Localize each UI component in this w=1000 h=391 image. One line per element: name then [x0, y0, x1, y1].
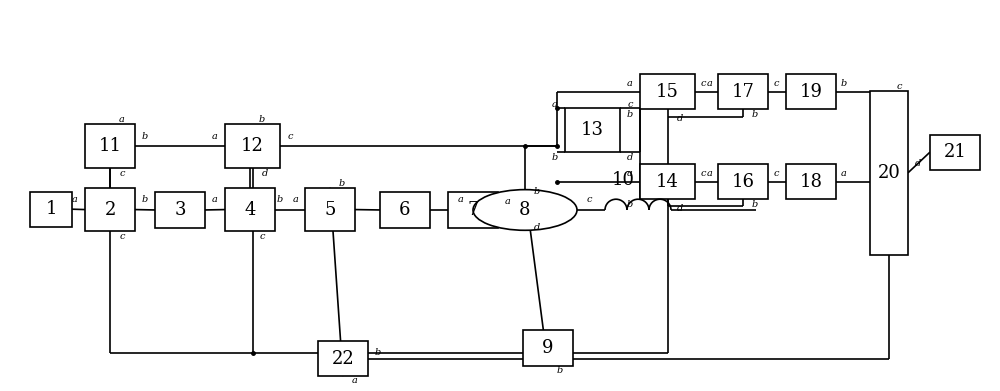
Bar [870, 91, 908, 255]
Text: a: a [841, 169, 847, 178]
Text: 14: 14 [656, 173, 679, 191]
Text: b: b [557, 366, 563, 375]
Bar [930, 135, 980, 170]
Text: 10: 10 [612, 171, 635, 189]
Text: 15: 15 [656, 83, 679, 101]
Text: 9: 9 [542, 339, 554, 357]
Text: 19: 19 [800, 83, 822, 101]
Bar [305, 188, 355, 231]
Text: 8: 8 [519, 201, 531, 219]
Text: b: b [627, 200, 633, 210]
Text: d: d [676, 113, 683, 123]
Text: a: a [212, 195, 218, 204]
Text: a: a [627, 169, 633, 178]
Text: 22: 22 [332, 350, 354, 368]
Bar [640, 74, 695, 109]
Bar [448, 192, 498, 228]
Text: b: b [277, 194, 283, 204]
Text: d: d [915, 159, 921, 168]
Text: a: a [505, 197, 511, 206]
Text: a: a [627, 79, 633, 88]
Text: c: c [287, 132, 293, 142]
Text: 7: 7 [467, 201, 479, 219]
Bar [523, 330, 573, 366]
Bar [718, 74, 768, 109]
Text: b: b [142, 194, 148, 204]
Bar [85, 188, 135, 231]
Text: a: a [72, 194, 78, 204]
Circle shape [473, 190, 577, 230]
Text: c: c [627, 99, 633, 109]
Text: a: a [552, 99, 558, 109]
Text: 6: 6 [399, 201, 411, 219]
Text: a: a [707, 79, 713, 88]
Bar [380, 192, 430, 228]
Text: c: c [119, 231, 125, 241]
Text: 3: 3 [174, 201, 186, 219]
Text: c: c [773, 79, 779, 88]
Text: a: a [212, 132, 218, 142]
Text: d: d [676, 203, 683, 213]
Text: 4: 4 [244, 201, 256, 219]
Bar [786, 74, 836, 109]
Text: 1: 1 [45, 200, 57, 218]
Bar [640, 164, 695, 199]
Bar [30, 192, 72, 227]
Text: b: b [552, 152, 558, 162]
Text: b: b [841, 79, 847, 88]
Text: b: b [259, 115, 265, 124]
Bar [718, 164, 768, 199]
Text: d: d [627, 152, 633, 162]
Text: c: c [700, 79, 706, 88]
Bar [225, 124, 280, 168]
Bar [318, 341, 368, 376]
Text: 16: 16 [732, 173, 755, 191]
Text: 12: 12 [241, 137, 264, 155]
Text: 5: 5 [324, 201, 336, 219]
Text: c: c [773, 169, 779, 178]
Text: 13: 13 [581, 121, 604, 139]
Bar [85, 124, 135, 168]
Text: c: c [586, 194, 592, 204]
Text: b: b [375, 348, 381, 357]
Text: b: b [339, 179, 345, 188]
Text: 2: 2 [104, 201, 116, 219]
Bar [225, 188, 275, 231]
Text: 18: 18 [800, 173, 822, 191]
Text: c: c [259, 231, 265, 241]
Text: b: b [752, 110, 758, 120]
Text: c: c [119, 169, 125, 178]
Text: a: a [458, 194, 464, 204]
Text: b: b [627, 110, 633, 120]
Bar [565, 108, 620, 152]
Text: a: a [707, 169, 713, 178]
Text: a: a [119, 115, 125, 124]
Text: a: a [293, 194, 299, 204]
Text: c: c [700, 169, 706, 178]
Text: a: a [352, 376, 358, 386]
Text: b: b [752, 200, 758, 210]
Bar [786, 164, 836, 199]
Text: d: d [534, 222, 540, 232]
Text: 20: 20 [878, 164, 900, 182]
Bar [155, 192, 205, 228]
Text: 17: 17 [732, 83, 754, 101]
Text: b: b [142, 132, 148, 142]
Text: 21: 21 [944, 143, 966, 161]
Text: b: b [534, 187, 540, 196]
Text: c: c [896, 81, 902, 91]
Text: d: d [261, 169, 268, 178]
Text: 11: 11 [99, 137, 122, 155]
